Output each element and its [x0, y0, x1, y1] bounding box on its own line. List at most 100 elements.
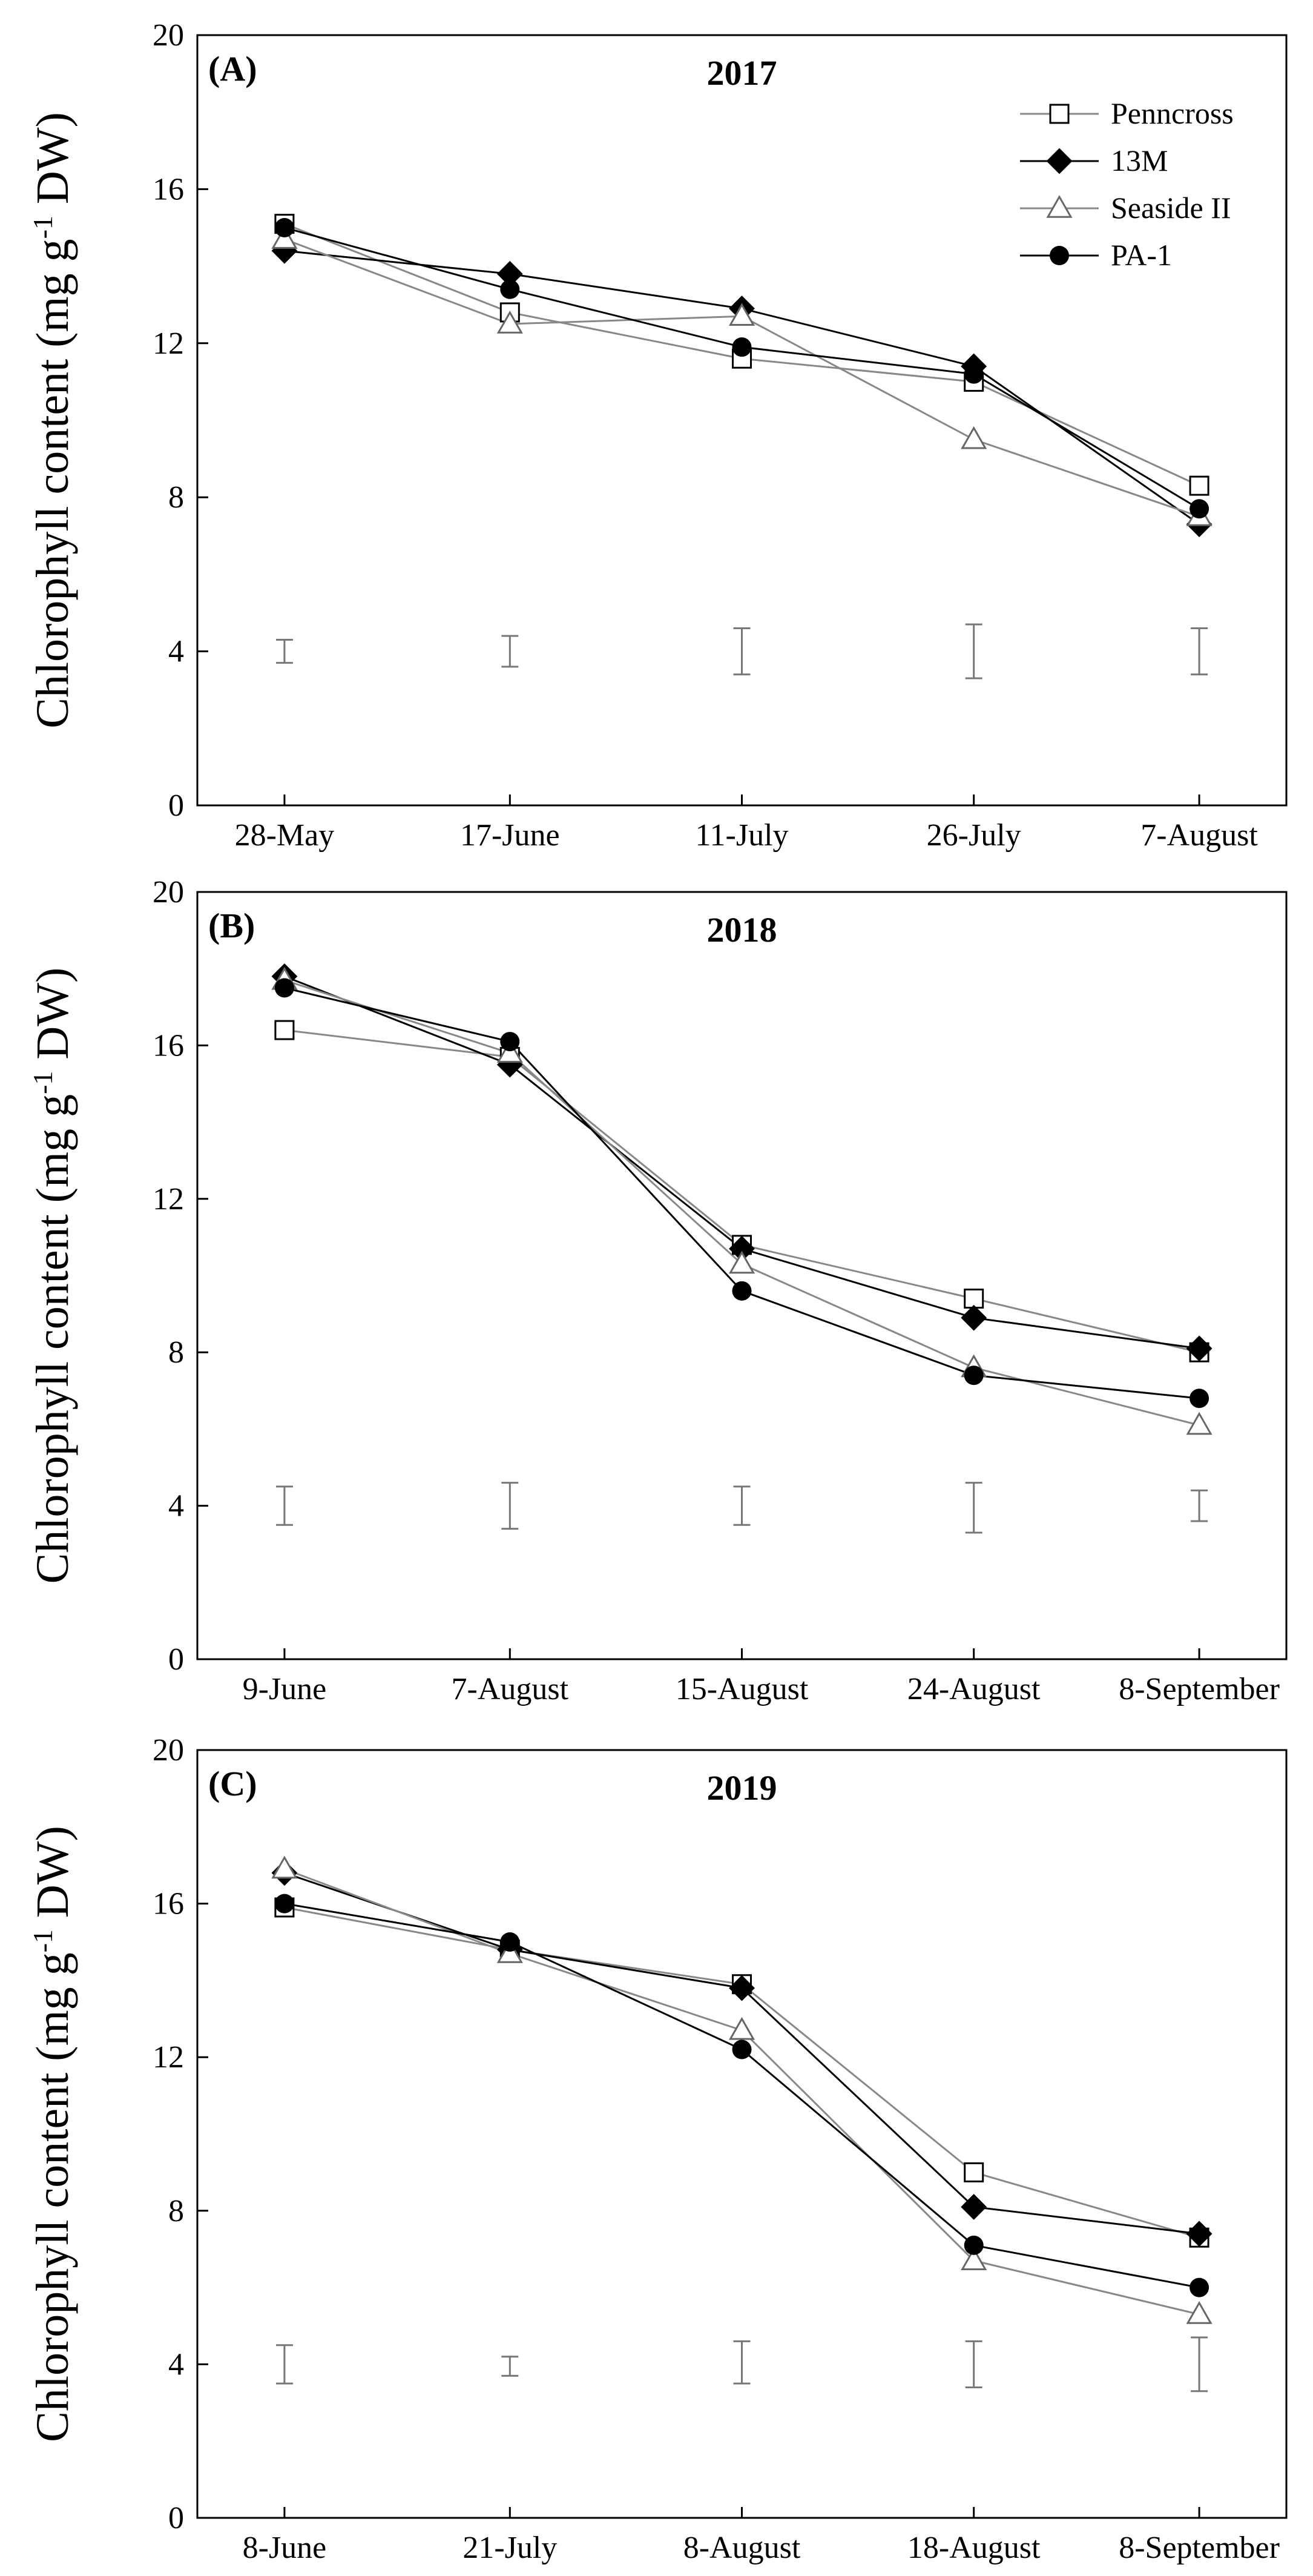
x-tick-label: 18-August	[907, 2531, 1041, 2565]
x-tick-label: 28-May	[235, 818, 335, 853]
y-axis-label-superscript: -1	[27, 1071, 58, 1094]
triangle-marker	[496, 310, 523, 334]
series-points-seaside-ii	[271, 966, 1213, 1435]
circle-marker	[500, 1932, 520, 1952]
y-tick-label: 20	[153, 875, 184, 910]
series-points-seaside-ii	[271, 1855, 1213, 2324]
chart-panel-a: 0 4 8 12 16 20 28-May 17-June 11-July 26-July 7-Au…	[27, 18, 1288, 853]
y-axis-label: Chlorophyll content (mg g-1 DW)	[27, 968, 78, 1584]
triangle-marker	[496, 1940, 523, 1963]
error-bar	[1191, 1489, 1208, 1522]
triangle-marker	[728, 2016, 755, 2040]
diamond-marker	[729, 1975, 755, 2001]
y-axis-label-superscript: -1	[27, 1929, 58, 1952]
series-line-pa-1	[284, 1903, 1200, 2289]
chart-title: 2017	[707, 53, 777, 93]
circle-marker	[1190, 499, 1209, 519]
circle-marker	[274, 218, 294, 237]
y-tick-label: 16	[153, 1887, 184, 1921]
series-points-seaside-ii	[271, 226, 1213, 526]
square-marker	[964, 2162, 984, 2182]
circle-marker	[964, 2235, 984, 2255]
series-points-penncross	[274, 1897, 1209, 2248]
series-points-penncross	[274, 1020, 1209, 1362]
series-points-13m	[271, 237, 1213, 538]
legend-item: 13M	[1020, 144, 1168, 177]
circle-marker	[274, 1894, 294, 1914]
triangle-marker	[961, 2247, 987, 2270]
error-bar	[965, 1482, 982, 1534]
chart-title: 2019	[707, 1768, 777, 1808]
series-points-13m	[271, 963, 1213, 1362]
x-tick-label: 8-June	[243, 2531, 327, 2565]
triangle-marker	[728, 1250, 755, 1274]
x-tick-label: 17-June	[460, 818, 560, 853]
diamond-marker	[1046, 148, 1073, 174]
error-bar	[1191, 2336, 1208, 2393]
triangle-marker	[961, 426, 987, 449]
circle-marker	[274, 978, 294, 998]
x-tick-label: 8-August	[683, 2531, 801, 2565]
circle-marker	[964, 364, 984, 384]
series-line-seaside-ii	[284, 1868, 1200, 2316]
panel-label: (C)	[208, 1764, 257, 1803]
circle-marker	[500, 1032, 520, 1052]
error-bar	[275, 639, 293, 664]
legend-label: Penncross	[1111, 96, 1234, 130]
legend: Penncross 13M Seaside II PA-1	[1020, 96, 1234, 272]
series-points-pa-1	[274, 1894, 1209, 2297]
legend-item: PA-1	[1020, 238, 1172, 272]
y-tick-label: 20	[153, 1733, 184, 1768]
triangle-marker	[728, 303, 755, 326]
x-tick-label: 21-July	[462, 2531, 557, 2565]
y-axis-label-end: DW)	[27, 1826, 78, 1929]
error-bar	[733, 2340, 751, 2385]
y-tick-label: 4	[168, 1489, 184, 1524]
circle-marker	[732, 1281, 752, 1301]
y-tick-label: 16	[153, 1028, 184, 1063]
circle-marker	[500, 279, 520, 299]
error-bar	[733, 627, 751, 676]
error-bar	[501, 635, 519, 668]
triangle-marker	[496, 1040, 523, 1063]
series-line-penncross	[284, 1029, 1200, 1353]
circle-marker	[964, 1366, 984, 1385]
x-tick-label: 8-September	[1119, 2531, 1280, 2565]
error-bar	[275, 2344, 293, 2385]
circle-marker	[732, 337, 752, 357]
triangle-marker	[1046, 194, 1073, 218]
y-tick-label: 4	[168, 635, 184, 669]
triangle-marker	[271, 1855, 298, 1879]
legend-label: 13M	[1111, 144, 1168, 177]
x-tick-label: 11-July	[695, 818, 788, 853]
panel-label: (A)	[208, 49, 257, 88]
y-axis-label-main: Chlorophyll content (mg g	[27, 1094, 78, 1584]
y-tick-label: 0	[168, 1642, 184, 1677]
x-tick-label: 9-June	[243, 1672, 327, 1706]
error-bar	[965, 623, 982, 679]
y-axis-label-superscript: -1	[27, 216, 58, 239]
y-tick-label: 0	[168, 788, 184, 823]
error-bar	[501, 2356, 519, 2377]
triangle-marker	[1186, 2300, 1213, 2324]
circle-marker	[732, 2039, 752, 2059]
y-tick-label: 12	[153, 326, 184, 361]
circle-marker	[1190, 2277, 1209, 2297]
circle-marker	[1050, 246, 1069, 265]
legend-item: Seaside II	[1020, 191, 1231, 225]
triangle-marker	[1186, 1412, 1213, 1435]
error-bar	[733, 1485, 751, 1526]
circle-marker	[1190, 1389, 1209, 1409]
square-marker	[1049, 104, 1070, 124]
y-axis-label-main: Chlorophyll content (mg g	[27, 239, 78, 728]
y-tick-label: 20	[153, 18, 184, 53]
y-tick-label: 12	[153, 1182, 184, 1217]
diamond-marker	[961, 1304, 987, 1331]
series-points-pa-1	[274, 978, 1209, 1409]
y-tick-label: 4	[168, 2347, 184, 2382]
y-axis-label-main: Chlorophyll content (mg g	[27, 1952, 78, 2442]
chart-title: 2018	[707, 910, 777, 949]
square-marker	[274, 1020, 295, 1040]
y-axis-label-end: DW)	[27, 968, 78, 1071]
